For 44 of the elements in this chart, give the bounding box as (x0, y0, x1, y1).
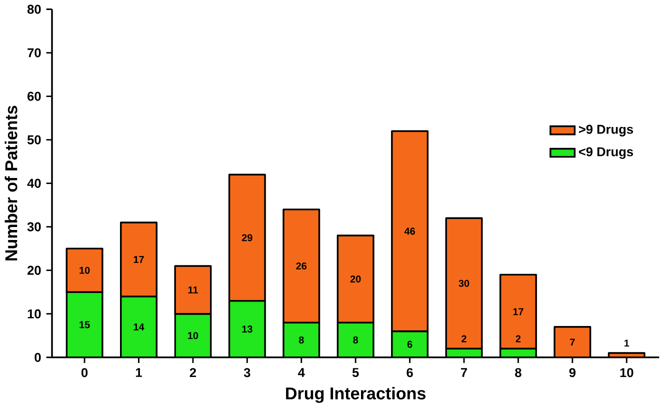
data-label: 8 (298, 336, 304, 344)
x-tick-label: 5 (352, 368, 359, 378)
data-label: 20 (350, 276, 361, 283)
y-tick-label: 60 (28, 92, 41, 101)
x-tick-label: 0 (81, 368, 88, 378)
y-tick-label: 20 (27, 266, 41, 276)
x-tick-label: 10 (620, 368, 634, 378)
data-label: 7 (570, 338, 575, 346)
x-tick-label: 6 (406, 368, 413, 378)
x-tick-label: 2 (190, 368, 196, 378)
data-label: 6 (407, 340, 412, 348)
y-tick-label: 30 (27, 222, 41, 232)
data-label: 11 (188, 286, 198, 294)
legend-label: <9 Drugs (578, 147, 634, 160)
data-label: 1 (624, 340, 630, 347)
x-tick-label: 9 (569, 368, 576, 378)
data-label: 2 (462, 335, 466, 342)
y-tick-label: 70 (28, 48, 41, 58)
data-label: 30 (458, 280, 470, 288)
data-label: 8 (353, 336, 358, 344)
data-label: 46 (404, 228, 415, 235)
data-label: 15 (80, 321, 90, 328)
x-tick-label: 3 (244, 368, 250, 378)
y-tick-label: 0 (34, 352, 41, 362)
y-tick-label: 10 (28, 309, 41, 319)
data-label: 14 (134, 324, 144, 330)
y-tick-label: 50 (27, 135, 41, 145)
data-label: 29 (242, 234, 252, 242)
data-label: 17 (134, 256, 144, 264)
y-axis-title: Number of Patients (4, 106, 18, 261)
data-label: 26 (296, 262, 307, 270)
y-tick-label: 40 (27, 178, 41, 188)
data-label: 2 (516, 335, 521, 342)
data-label: 10 (80, 267, 90, 274)
x-axis-title: Drug Interactions (286, 387, 426, 404)
x-tick-label: 4 (298, 368, 305, 378)
legend-label: >9 Drugs (578, 124, 634, 137)
x-tick-label: 7 (461, 368, 467, 378)
y-tick-label: 80 (27, 4, 41, 14)
data-label: 13 (242, 326, 252, 333)
x-tick-label: 8 (515, 368, 522, 378)
x-tick-label: 1 (136, 368, 142, 378)
data-label: 17 (513, 308, 524, 316)
data-label: 10 (188, 332, 198, 340)
